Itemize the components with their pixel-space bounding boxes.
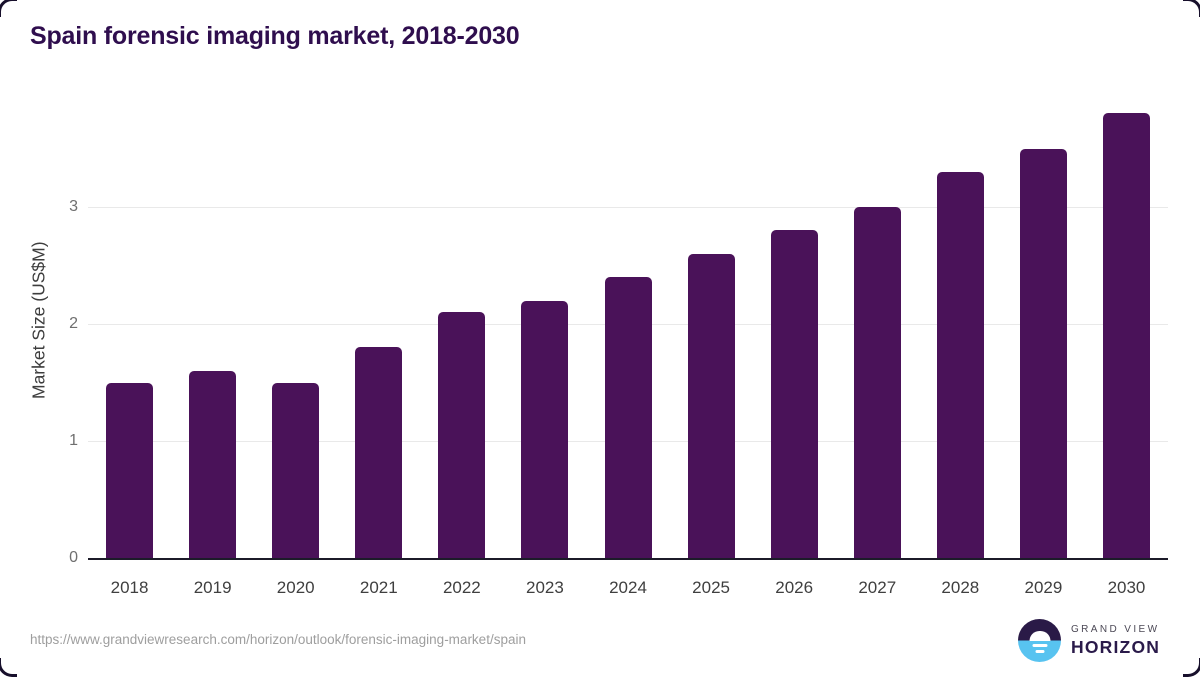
bar-2021[interactable]: [355, 347, 403, 558]
x-axis-label-2027: 2027: [858, 578, 897, 597]
bar-slot-2030: 2030: [1085, 105, 1168, 597]
x-axis-label-2028: 2028: [941, 578, 980, 597]
bar-2024[interactable]: [604, 277, 652, 558]
x-axis-label-2024: 2024: [609, 578, 647, 597]
bars-row: 2018 2019 2020 2021 2022 2023 2024 2025 2026 2027…: [88, 105, 1168, 597]
sun-reflection-line-2: [1035, 649, 1044, 653]
bar-2026[interactable]: [770, 230, 818, 558]
sun-dome-shape: [1029, 630, 1050, 641]
logo-text-grand-view: GRAND VIEW: [1071, 623, 1160, 635]
bar-slot-2024: 2024: [586, 105, 669, 597]
bar-2028[interactable]: [936, 171, 984, 558]
bar-slot-2029: 2029: [1002, 105, 1085, 597]
bar-slot-2026: 2026: [753, 105, 836, 597]
source-url: https://www.grandviewresearch.com/horizo…: [30, 632, 526, 647]
bar-2020[interactable]: [272, 382, 320, 558]
bar-2019[interactable]: [189, 370, 237, 558]
bar-2027[interactable]: [853, 207, 901, 558]
bar-slot-2027: 2027: [836, 105, 919, 597]
horizon-sun-icon: [1018, 619, 1061, 662]
sun-reflection-line-1: [1032, 643, 1047, 647]
x-axis-label-2025: 2025: [692, 578, 730, 597]
x-axis-label-2029: 2029: [1024, 578, 1063, 597]
bar-2030[interactable]: [1102, 113, 1150, 558]
bar-slot-2028: 2028: [919, 105, 1002, 597]
logo-text-horizon: HORIZON: [1071, 636, 1161, 657]
bar-slot-2019: 2019: [171, 105, 254, 597]
x-axis-label-2022: 2022: [442, 578, 481, 597]
y-axis-tick-label-2: 2: [69, 315, 78, 332]
x-axis-label-2020: 2020: [276, 578, 315, 597]
bar-slot-2021: 2021: [337, 105, 420, 597]
x-axis-label-2030: 2030: [1107, 578, 1146, 597]
bar-slot-2020: 2020: [254, 105, 337, 597]
y-axis-tick-label-1: 1: [69, 432, 78, 449]
plot-area: 2018 2019 2020 2021 2022 2023 2024 2025 2026 2027…: [69, 105, 1168, 597]
bar-slot-2022: 2022: [420, 105, 503, 597]
x-axis-label-2019: 2019: [193, 578, 232, 597]
bar-2022[interactable]: [438, 312, 486, 558]
x-axis-label-2018: 2018: [110, 578, 149, 597]
logo-text: GRAND VIEW HORIZON: [1071, 624, 1160, 658]
frame-corner-bottom-right: [1183, 658, 1200, 677]
bar-slot-2023: 2023: [503, 105, 586, 597]
frame-corner-top-left: [0, 0, 17, 17]
bar-slot-2018: 2018: [88, 105, 171, 597]
frame-corner-top-right: [1183, 0, 1200, 17]
bar-slot-2025: 2025: [670, 105, 753, 597]
bar-2025[interactable]: [687, 253, 735, 558]
frame-corner-bottom-left: [0, 658, 17, 677]
y-axis-tick-label-3: 3: [69, 198, 78, 215]
gridline-3: [88, 207, 1168, 208]
y-axis-tick-label-0: 0: [69, 549, 78, 566]
x-axis-label-2026: 2026: [775, 578, 814, 597]
bar-2029[interactable]: [1019, 148, 1067, 558]
x-axis-label-2023: 2023: [526, 578, 564, 597]
bar-2018[interactable]: [106, 382, 154, 558]
bar-2023[interactable]: [521, 300, 569, 558]
grand-view-horizon-logo: GRAND VIEW HORIZON: [1018, 619, 1160, 662]
chart-title: Spain forensic imaging market, 2018-2030: [30, 22, 520, 50]
x-axis-label-2021: 2021: [359, 578, 398, 597]
